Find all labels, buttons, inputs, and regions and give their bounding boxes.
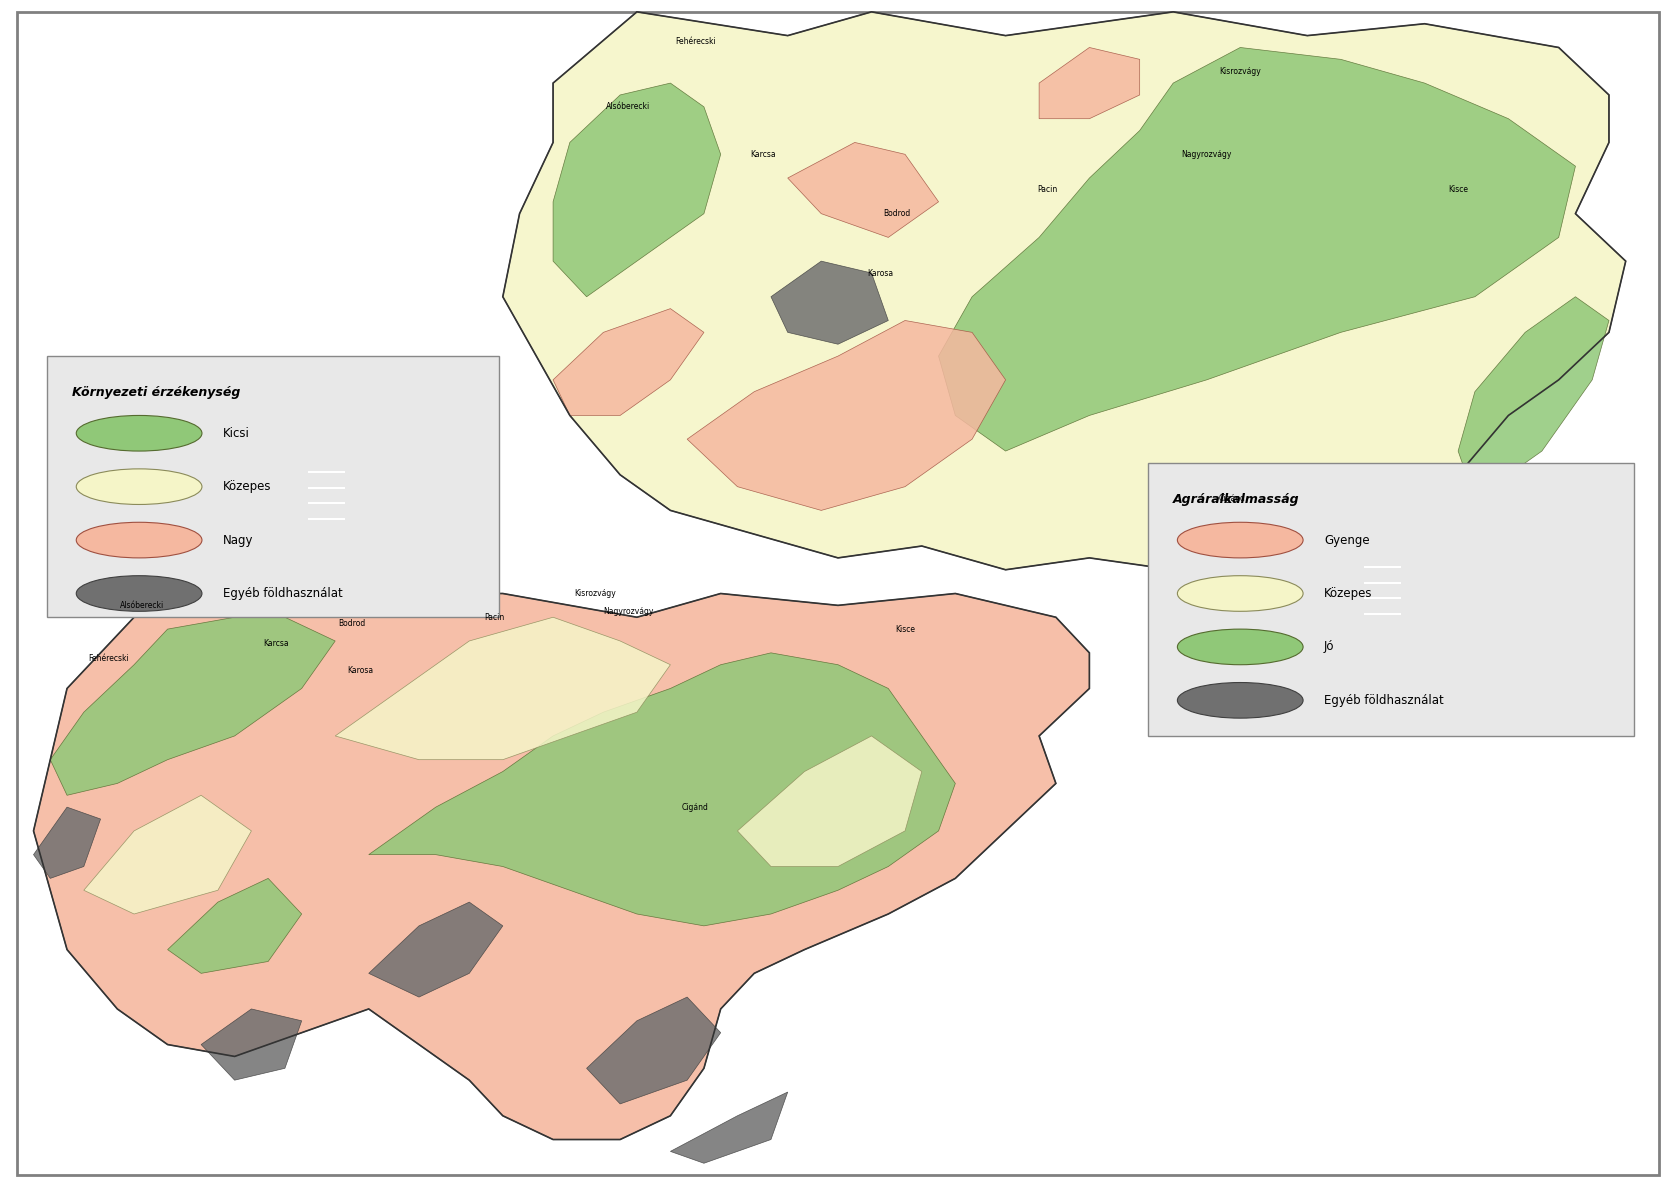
Polygon shape <box>687 320 1006 510</box>
Text: Nagyrozvágy: Nagyrozvágy <box>603 607 654 616</box>
Polygon shape <box>939 47 1575 451</box>
Polygon shape <box>34 807 101 878</box>
Text: Fehérecski: Fehérecski <box>89 654 129 664</box>
Polygon shape <box>50 617 335 795</box>
Polygon shape <box>587 997 721 1104</box>
Text: Kicsi: Kicsi <box>223 427 250 439</box>
Text: Bodrod: Bodrod <box>883 209 910 218</box>
Polygon shape <box>369 653 955 926</box>
Polygon shape <box>1391 475 1441 522</box>
Text: Agráralkalmasság: Agráralkalmasság <box>1173 493 1301 506</box>
Text: Cigánd: Cigánd <box>682 802 709 812</box>
Text: Karosa: Karosa <box>866 268 893 278</box>
Ellipse shape <box>1178 683 1304 718</box>
FancyBboxPatch shape <box>47 356 499 617</box>
FancyBboxPatch shape <box>17 12 1659 1175</box>
Polygon shape <box>553 309 704 415</box>
Polygon shape <box>1240 499 1341 558</box>
Text: Környezeti érzékenység: Környezeti érzékenység <box>72 386 240 399</box>
Text: Kisce: Kisce <box>1448 185 1468 195</box>
Polygon shape <box>553 83 721 297</box>
Text: Jó: Jó <box>1324 641 1334 653</box>
Polygon shape <box>1458 297 1609 499</box>
Polygon shape <box>1039 47 1140 119</box>
Text: Karcsa: Karcsa <box>749 150 776 159</box>
Text: Alsóberecki: Alsóberecki <box>607 102 650 112</box>
Text: Karosa: Karosa <box>347 666 374 675</box>
Polygon shape <box>84 795 251 914</box>
Polygon shape <box>771 261 888 344</box>
Polygon shape <box>168 878 302 973</box>
Polygon shape <box>369 902 503 997</box>
Ellipse shape <box>77 576 201 611</box>
Text: Kisrozvágy: Kisrozvágy <box>575 589 615 598</box>
Polygon shape <box>308 451 345 528</box>
Text: Karcsa: Karcsa <box>263 639 290 648</box>
Text: Fehérecski: Fehérecski <box>675 37 716 46</box>
Text: Nagyrozvágy: Nagyrozvágy <box>1182 150 1232 159</box>
Text: Bodrod: Bodrod <box>339 618 365 628</box>
Text: Egyéb földhasználat: Egyéb földhasználat <box>223 588 342 599</box>
Polygon shape <box>34 594 1089 1140</box>
Ellipse shape <box>77 522 201 558</box>
Text: Cigánd: Cigánd <box>1218 494 1245 503</box>
Text: Egyéb földhasználat: Egyéb földhasználat <box>1324 694 1443 706</box>
Polygon shape <box>1348 623 1418 659</box>
Text: Nagy: Nagy <box>223 534 253 546</box>
Text: Gyenge: Gyenge <box>1324 534 1369 546</box>
Text: Közepes: Közepes <box>223 481 272 493</box>
Polygon shape <box>292 415 362 451</box>
Polygon shape <box>670 1092 788 1163</box>
Ellipse shape <box>1178 629 1304 665</box>
Text: Pacin: Pacin <box>484 612 504 622</box>
Polygon shape <box>201 1009 302 1080</box>
Ellipse shape <box>77 469 201 504</box>
Text: Kisrozvágy: Kisrozvágy <box>1220 66 1260 76</box>
Text: Alsóberecki: Alsóberecki <box>121 601 164 610</box>
Text: Közepes: Közepes <box>1324 588 1373 599</box>
Ellipse shape <box>77 415 201 451</box>
Polygon shape <box>737 736 922 867</box>
Polygon shape <box>1364 546 1401 623</box>
Polygon shape <box>503 12 1626 570</box>
Ellipse shape <box>1178 576 1304 611</box>
Polygon shape <box>335 617 670 760</box>
Text: Kisce: Kisce <box>895 624 915 634</box>
Polygon shape <box>788 142 939 237</box>
Ellipse shape <box>1178 522 1304 558</box>
Text: Pacin: Pacin <box>1037 185 1058 195</box>
FancyBboxPatch shape <box>1148 463 1634 736</box>
